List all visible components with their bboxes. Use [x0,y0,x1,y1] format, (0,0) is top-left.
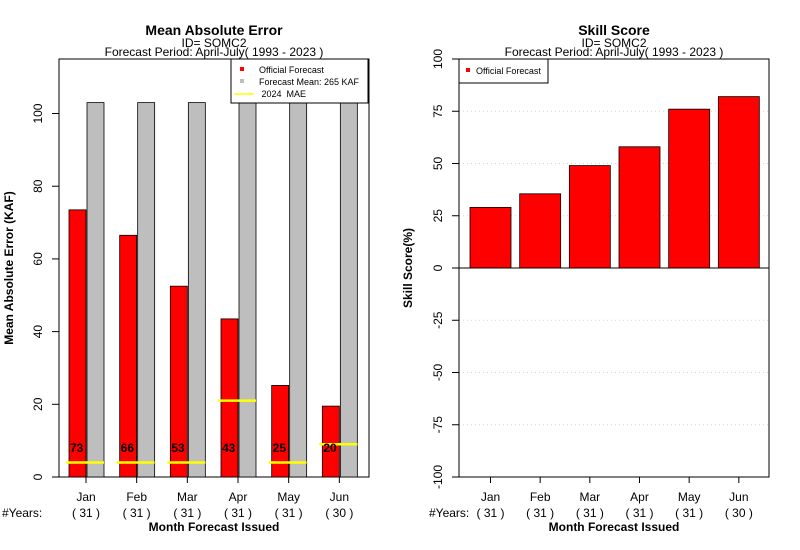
skill-chart: Skill Score ID= SOMC2 Forecast Period: A… [401,22,770,534]
skill-y-axis-label: Skill Score(%) [401,228,415,308]
mae-y-axis: 0 20 40 60 80 100 [31,103,59,480]
skill-x-tick-may: May [678,490,701,504]
skill-x-axis: Jan ( 31 ) Feb ( 31 ) Mar ( 31 ) Apr ( 31 ) May (… [476,477,753,520]
mae-x-axis-label: Month Forecast Issued [149,520,280,534]
mae-data-label-apr: 43 [222,441,236,455]
skill-y-tick-2: -50 [431,364,445,382]
skill-legend-official: Official Forecast [476,66,541,76]
mae-y-axis-label: Mean Absolute Error (KAF) [2,191,16,345]
mae-x-tick-mar: Mar [177,490,198,504]
mae-legend-swatch-official [240,67,244,71]
mae-y-tick-3: 60 [31,252,45,266]
mae-bar-official-jun [321,405,340,478]
skill-legend: Official Forecast [458,58,549,84]
mae-years-may: ( 31 ) [275,506,303,520]
skill-years-mar: ( 31 ) [576,506,604,520]
mae-data-label-jun: 20 [323,441,337,455]
skill-x-axis-label: Month Forecast Issued [549,520,680,534]
mae-bar-official-feb [119,234,138,478]
mae-bar-mean-may [289,102,308,478]
skill-bar-jun [717,96,760,269]
skill-years-prefix: #Years: [429,506,469,520]
mae-years-feb: ( 31 ) [123,506,151,520]
skill-years-apr: ( 31 ) [625,506,653,520]
mae-legend-swatch-mean [240,79,244,83]
skill-y-tick-5: 25 [431,209,445,223]
skill-title: Skill Score [578,22,650,38]
mae-years-jan: ( 31 ) [72,506,100,520]
mae-data-label-may: 25 [273,441,287,455]
skill-y-tick-3: -25 [431,311,445,329]
mae-bar-official-may [271,385,290,478]
mae-data-labels: 73 66 53 43 25 20 [70,441,337,455]
mae-y-tick-1: 20 [31,397,45,411]
mae-x-tick-may: May [277,490,300,504]
mae-bar-official-apr [220,318,239,478]
mae-legend-mae: 2024 MAE [259,89,306,99]
mae-subtitle-id: ID= SOMC2 [181,36,246,50]
mae-data-label-mar: 53 [171,441,185,455]
mae-plot-border [58,58,370,478]
skill-bar-apr [618,146,661,269]
skill-bar-mar [568,165,611,269]
mae-data-label-feb: 66 [121,441,135,455]
skill-y-tick-0: -100 [431,465,445,489]
mae-bar-official-mar [169,285,188,478]
mae-legend: Official Forecast Forecast Mean: 265 KAF… [230,58,369,104]
mae-legend-official: Official Forecast [259,65,324,75]
mae-y-tick-4: 80 [31,179,45,193]
mae-y-tick-5: 100 [31,103,45,123]
skill-bar-may [668,108,711,269]
mae-years-apr: ( 31 ) [224,506,252,520]
skill-subtitle-period: Forecast Period: April-July( 1993 - 2023… [505,45,724,59]
mae-bar-official-jan [68,209,87,478]
skill-subtitle-id: ID= SOMC2 [581,36,646,50]
mae-subtitle-period: Forecast Period: April-July( 1993 - 2023… [105,45,324,59]
mae-legend-mean: Forecast Mean: 265 KAF [259,77,360,87]
skill-bars [469,96,760,269]
skill-years-feb: ( 31 ) [526,506,554,520]
skill-y-tick-8: 100 [431,49,445,69]
skill-y-tick-7: 75 [431,104,445,118]
mae-x-axis: Jan ( 31 ) Feb ( 31 ) Mar ( 31 ) Apr ( 31 ) May (… [72,477,353,520]
mae-title: Mean Absolute Error [145,22,283,38]
skill-legend-box [458,58,549,84]
mae-y-tick-0: 0 [31,473,45,480]
skill-x-tick-jun: Jun [729,490,748,504]
skill-legend-swatch-official [466,68,470,72]
mae-data-label-jan: 73 [70,441,84,455]
skill-x-tick-feb: Feb [530,490,551,504]
mae-x-tick-feb: Feb [126,490,147,504]
skill-x-tick-mar: Mar [579,490,600,504]
mae-bar-mean-apr [238,102,257,478]
mae-bar-mean-mar [187,102,206,478]
mae-bars [66,91,358,478]
skill-y-tick-4: 0 [431,264,445,271]
skill-x-tick-jan: Jan [481,490,500,504]
skill-years-jun: ( 30 ) [725,506,753,520]
skill-y-axis: -100 -75 -50 -25 0 25 50 75 100 [431,49,459,489]
mae-bar-mean-jun [339,91,358,478]
mae-chart: Mean Absolute Error ID= SOMC2 Forecast P… [2,22,370,534]
skill-bar-feb [519,193,562,269]
skill-bar-jan [469,206,512,269]
skill-y-tick-1: -75 [431,416,445,434]
mae-x-tick-jan: Jan [76,490,95,504]
skill-y-tick-6: 50 [431,157,445,171]
mae-years-mar: ( 31 ) [173,506,201,520]
mae-legend-box [230,58,369,104]
skill-years-may: ( 31 ) [675,506,703,520]
mae-bar-mean-jan [86,102,105,478]
mae-bar-mean-feb [137,102,156,478]
skill-years-jan: ( 31 ) [476,506,504,520]
skill-x-tick-apr: Apr [630,490,649,504]
mae-x-tick-jun: Jun [330,490,349,504]
mae-y-tick-2: 40 [31,325,45,339]
mae-years-jun: ( 30 ) [325,506,353,520]
mae-years-prefix: #Years: [2,506,42,520]
mae-x-tick-apr: Apr [229,490,248,504]
